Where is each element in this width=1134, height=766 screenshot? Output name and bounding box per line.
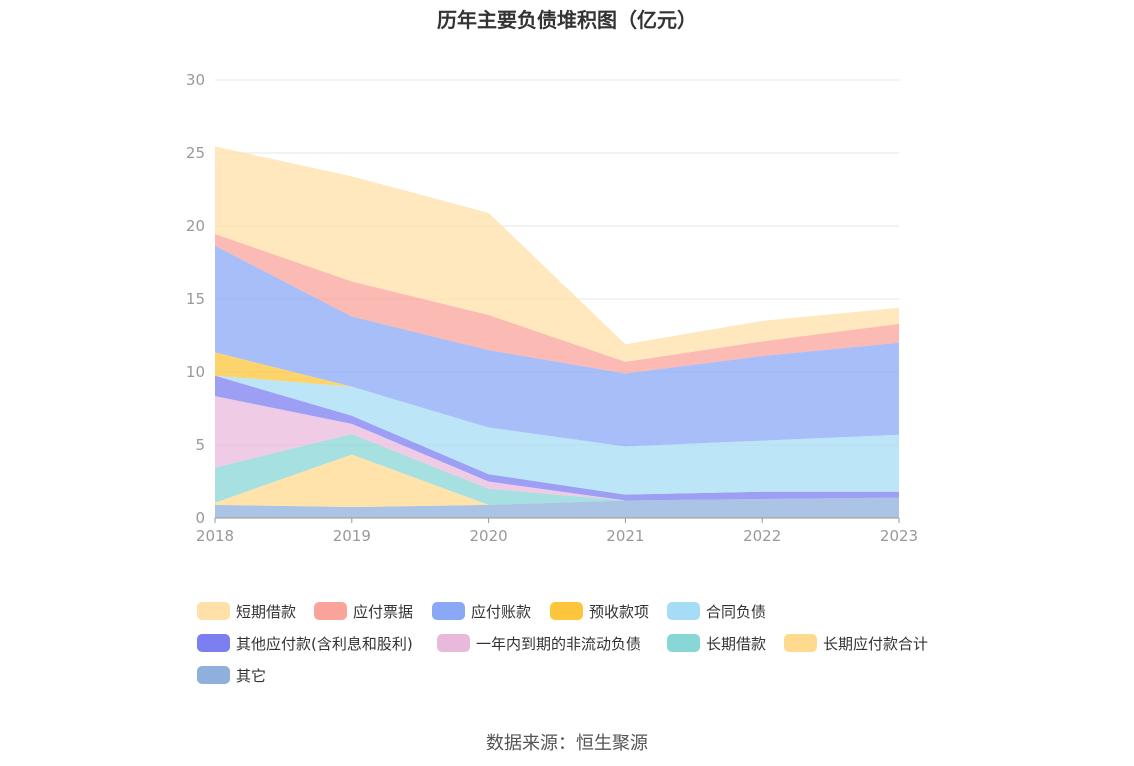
y-tick-label: 30 — [186, 71, 205, 89]
chart-plot: 0 5 10 15 20 25 30 2018 2019 2020 2021 2022 2023 — [186, 71, 918, 545]
area-series-0[interactable] — [215, 497, 899, 518]
legend-swatch — [784, 634, 817, 652]
legend-label: 一年内到期的非流动负债 — [476, 634, 642, 653]
legend-item[interactable]: 一年内到期的非流动负债 — [437, 632, 641, 654]
y-tick-label: 0 — [195, 509, 205, 527]
legend-item[interactable]: 短期借款 — [197, 600, 296, 622]
legend-swatch — [432, 602, 465, 620]
area-series-8[interactable] — [215, 234, 899, 374]
legend-item[interactable]: 预收款项 — [550, 600, 649, 622]
y-tick-label: 15 — [186, 290, 205, 308]
legend-label: 预收款项 — [589, 602, 650, 621]
x-tick-label: 2018 — [196, 527, 234, 545]
source-note: 数据来源：恒生聚源 — [486, 733, 648, 754]
legend-swatch — [197, 602, 230, 620]
legend-label: 长期应付款合计 — [823, 634, 929, 653]
x-tick-label: 2019 — [333, 527, 371, 545]
chart-title: 历年主要负债堆积图（亿元） — [437, 8, 697, 32]
y-tick-label: 5 — [195, 436, 205, 454]
legend-label: 应付票据 — [353, 602, 414, 621]
legend-item[interactable]: 长期应付款合计 — [784, 632, 928, 654]
area-series-1[interactable] — [215, 454, 899, 508]
y-tick-label: 20 — [186, 217, 205, 235]
x-tick-label: 2022 — [743, 527, 781, 545]
legend-swatch — [197, 634, 230, 652]
legend-label: 其他应付款(含利息和股利) — [236, 634, 413, 653]
y-tick-label: 25 — [186, 144, 205, 162]
legend-item[interactable]: 其他应付款(含利息和股利) — [197, 632, 413, 654]
legend-label: 应付账款 — [471, 602, 532, 621]
legend-swatch — [314, 602, 347, 620]
area-series-2[interactable] — [215, 434, 899, 505]
legend-swatch — [197, 666, 230, 684]
x-tick-label: 2020 — [470, 527, 508, 545]
legend-label: 短期借款 — [236, 602, 297, 621]
legend-label: 其它 — [236, 666, 267, 685]
legend-swatch — [667, 634, 700, 652]
legend-item[interactable]: 其它 — [197, 664, 266, 686]
legend-swatch — [437, 634, 470, 652]
legend-swatch — [550, 602, 583, 620]
legend-label: 合同负债 — [706, 602, 767, 621]
x-tick-label: 2021 — [606, 527, 644, 545]
legend-swatch — [667, 602, 700, 620]
legend-item[interactable]: 应付票据 — [314, 600, 413, 622]
legend-item[interactable]: 合同负债 — [667, 600, 766, 622]
legend-item[interactable]: 长期借款 — [667, 632, 766, 654]
x-tick-label: 2023 — [880, 527, 918, 545]
legend-label: 长期借款 — [706, 634, 767, 653]
area-series-7[interactable] — [215, 245, 899, 447]
area-series-5[interactable] — [215, 375, 899, 495]
area-series-9[interactable] — [215, 146, 899, 362]
legend-item[interactable]: 应付账款 — [432, 600, 531, 622]
y-tick-label: 10 — [186, 363, 205, 381]
